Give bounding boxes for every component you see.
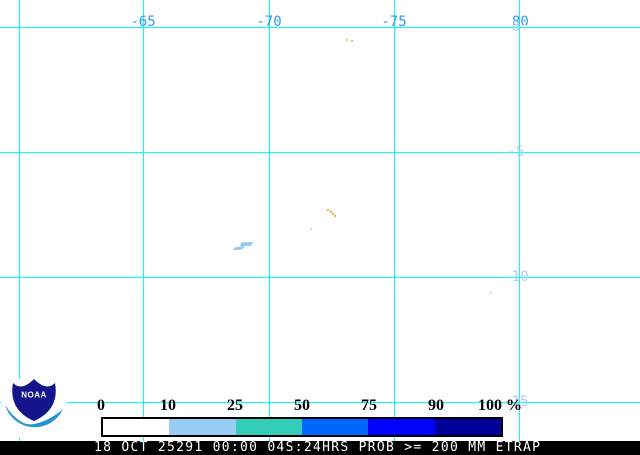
logo-sea-crescent	[5, 405, 63, 428]
longitude-label: -65	[130, 14, 156, 30]
colorbar-segment	[235, 419, 302, 435]
latitude-label: -15	[503, 394, 529, 410]
grid-meridian-line	[269, 0, 270, 441]
grid-parallel-line	[0, 27, 640, 28]
grid-meridian-line	[143, 0, 144, 441]
noaa-logo: NOAA	[1, 375, 67, 441]
colorbar-segment	[368, 419, 435, 435]
colorbar-tick-label: 50	[294, 397, 310, 414]
rain-patch-part	[233, 246, 245, 250]
colorbar-segment	[103, 419, 170, 435]
orange-speck	[346, 39, 348, 41]
orange-dash-dot	[332, 213, 334, 215]
latitude-label: -10	[503, 269, 529, 285]
status-bar: 18 OCT 25291 00:00 04S:24HRS PROB >= 200…	[0, 441, 640, 455]
probability-colorbar	[101, 417, 503, 437]
colorbar-segment	[434, 419, 501, 435]
colorbar-tick-label: 0	[97, 397, 105, 414]
rain-probability-patch	[233, 242, 253, 250]
pale-speck	[490, 292, 492, 294]
grid-parallel-line	[0, 152, 640, 153]
logo-noaa-text: NOAA	[21, 391, 47, 400]
orange-dash-dot	[334, 215, 336, 217]
orange-dash-dot	[327, 209, 329, 211]
rain-patch-part	[239, 242, 253, 246]
colorbar-tick-label: 10	[160, 397, 176, 414]
colorbar-segment	[301, 419, 369, 435]
status-bar-text: 18 OCT 25291 00:00 04S:24HRS PROB >= 200…	[94, 440, 542, 455]
colorbar-tick-label: 90	[428, 397, 444, 414]
longitude-label: -75	[381, 14, 407, 30]
grid-parallel-line	[0, 277, 640, 278]
colorbar-tick-label: 100	[478, 397, 502, 414]
grid-meridian-line	[19, 0, 20, 441]
latitude-label: 0	[511, 19, 521, 35]
latitude-label: -5	[507, 144, 525, 160]
colorbar-tick-label: 25	[227, 397, 243, 414]
colorbar-unit-label: %	[506, 397, 522, 414]
grid-parallel-line	[0, 402, 640, 403]
logo-gull-icon	[3, 398, 61, 421]
longitude-label: -70	[256, 14, 282, 30]
orange-speck	[351, 40, 353, 42]
grid-meridian-line	[519, 0, 520, 441]
longitude-label-clipped: 80	[512, 15, 529, 25]
logo-sky-fan	[12, 379, 56, 421]
colorbar-segment	[169, 419, 236, 435]
colorbar-tick-label: 75	[361, 397, 377, 414]
grid-meridian-line	[394, 0, 395, 441]
orange-dash-dot	[330, 211, 332, 213]
cyan-speck	[311, 228, 312, 230]
